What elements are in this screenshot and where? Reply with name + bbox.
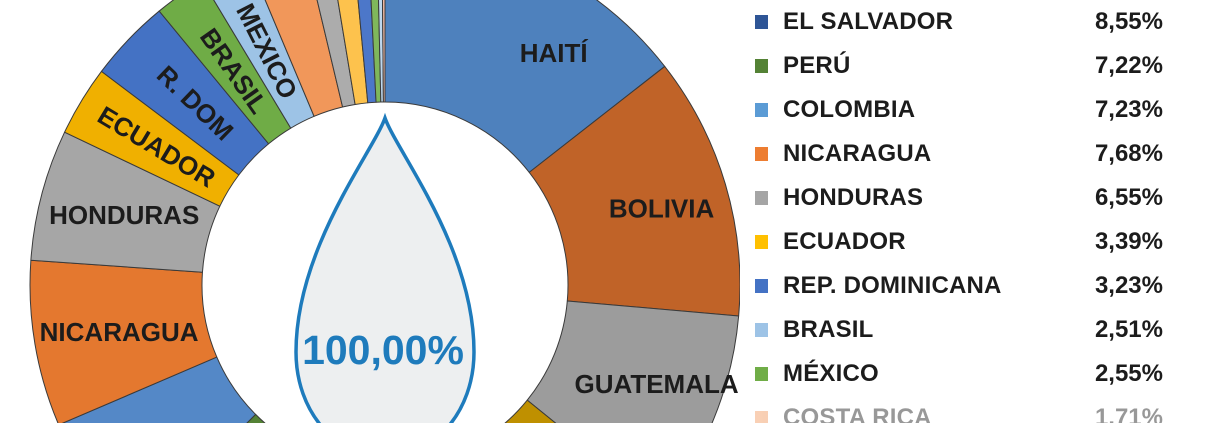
legend-country-label: PERÚ (783, 52, 851, 79)
donut-chart-area: HAITÍ BOLIVIA GUATEMALA NICARAGUA HONDURAS EC… (29, 0, 741, 423)
pie-slice (61, 356, 257, 423)
legend: EL SALVADOR 8,55% PERÚ 7,22% COLOMBIA 7,23% NI… (755, 0, 1195, 423)
legend-country-label: NICARAGUA (783, 140, 932, 167)
legend-country-label: EL SALVADOR (783, 8, 954, 35)
legend-percentage-value: 6,55% (1094, 184, 1163, 211)
slice-label: GUATEMALA (574, 369, 738, 399)
legend-swatch-icon (755, 103, 768, 117)
legend-percentage-value: 1,71% (1094, 404, 1163, 423)
legend-percentage-value: 7,68% (1094, 140, 1163, 167)
legend-row: BRASIL 2,51% (755, 308, 1195, 352)
legend-swatch-icon (755, 279, 768, 293)
legend-swatch-icon (755, 235, 768, 249)
donut-chart: HAITÍBOLIVIAGUATEMALANICARAGUAHONDURASEC… (29, 0, 741, 423)
donut-center-total: 100,00% (302, 327, 464, 373)
pie-slice (504, 399, 557, 423)
slice-label: NICARAGUA (40, 317, 199, 347)
legend-percentage-value: 3,39% (1094, 228, 1163, 255)
legend-swatch-icon (755, 59, 768, 73)
legend-row: MÉXICO 2,55% (755, 352, 1195, 396)
legend-row: COLOMBIA 7,23% (755, 88, 1195, 132)
legend-country-label: MÉXICO (783, 360, 879, 387)
legend-row: HONDURAS 6,55% (755, 176, 1195, 220)
legend-swatch-icon (755, 191, 768, 205)
water-drop-icon (294, 112, 476, 423)
legend-row: EL SALVADOR 8,55% (755, 0, 1195, 44)
legend-swatch-icon (755, 323, 768, 337)
legend-percentage-value: 2,55% (1094, 360, 1163, 387)
legend-country-label: ECUADOR (783, 228, 906, 255)
legend-country-label: COLOMBIA (783, 96, 916, 123)
donut-slices (29, 0, 741, 423)
legend-percentage-value: 7,22% (1094, 52, 1163, 79)
legend-swatch-icon (755, 411, 768, 423)
legend-country-label: HONDURAS (783, 184, 924, 211)
pie-slice-guatemala (526, 300, 740, 423)
legend-swatch-icon (755, 15, 768, 29)
legend-percentage-value: 2,51% (1094, 316, 1163, 343)
pie-slice-hait- (384, 0, 666, 173)
legend-swatch-icon (755, 147, 768, 161)
legend-row: NICARAGUA 7,68% (755, 132, 1195, 176)
legend-country-label: COSTA RICA (783, 404, 932, 423)
legend-row: PERÚ 7,22% (755, 44, 1195, 88)
legend-swatch-icon (755, 367, 768, 381)
legend-percentage-value: 8,55% (1094, 8, 1163, 35)
slice-label: BOLIVIA (609, 193, 715, 223)
legend-country-label: REP. DOMINICANA (783, 272, 1002, 299)
legend-row: ECUADOR 3,39% (755, 220, 1195, 264)
slice-label: HAITÍ (520, 38, 589, 68)
legend-percentage-value: 7,23% (1094, 96, 1163, 123)
slice-label: HONDURAS (49, 200, 199, 230)
legend-country-label: BRASIL (783, 316, 874, 343)
legend-row: REP. DOMINICANA 3,23% (755, 264, 1195, 308)
pie-slice (246, 413, 266, 423)
pie-slice (382, 0, 386, 103)
legend-row: COSTA RICA 1,71% (755, 396, 1195, 423)
legend-percentage-value: 3,23% (1094, 272, 1163, 299)
